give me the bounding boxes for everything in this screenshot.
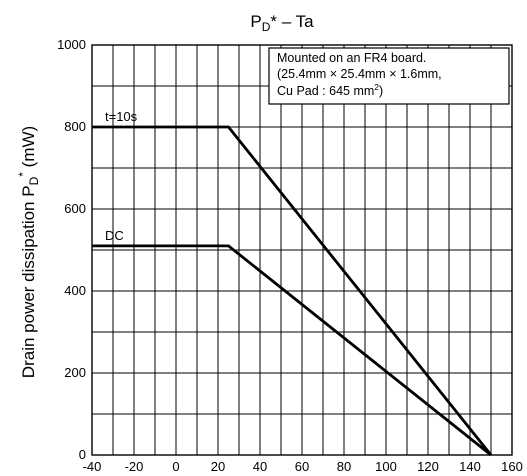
y-tick-label: 600 [64, 201, 86, 216]
annotation-line-3-sup: 2 [374, 82, 379, 92]
y-axis-label-sym-sup: * [16, 172, 30, 177]
x-tick-label: 160 [501, 459, 523, 474]
x-tick-labels: -40 -20 0 20 40 60 80 100 120 140 160 [83, 459, 523, 474]
chart-title: PD* – Ta [250, 12, 314, 34]
series-lines [92, 125, 493, 457]
y-tick-label: 0 [79, 447, 86, 462]
y-tick-label: 1000 [57, 37, 86, 52]
plot-frame [91, 44, 513, 456]
series-labels: t=10s DC [105, 109, 138, 243]
x-tick-label: 20 [211, 459, 225, 474]
chart-title-sub: D [262, 20, 271, 34]
grid [92, 45, 512, 455]
x-tick-label: 140 [459, 459, 481, 474]
annotation-box: Mounted on an FR4 board. (25.4mm × 25.4m… [268, 47, 510, 105]
y-axis-label-sym-sub: D [27, 176, 41, 185]
x-tick-label: -20 [125, 459, 144, 474]
x-tick-label: 100 [375, 459, 397, 474]
x-tick-label: 0 [172, 459, 179, 474]
y-tick-label: 200 [64, 365, 86, 380]
y-axis-label-sym: P [19, 185, 38, 196]
series-line [92, 244, 492, 457]
annotation-line-3-end: ) [379, 84, 383, 98]
x-tick-label: 120 [417, 459, 439, 474]
series-line [92, 125, 493, 456]
annotation-line-3: Cu Pad : 645 mm2) [277, 82, 383, 98]
y-axis-label-text: Drain power dissipation [19, 201, 38, 378]
y-tick-label: 400 [64, 283, 86, 298]
annotation-line-1: Mounted on an FR4 board. [277, 51, 426, 65]
x-tick-label: 80 [337, 459, 351, 474]
chart-title-rest: * – Ta [270, 12, 314, 31]
y-tick-label: 800 [64, 119, 86, 134]
x-tick-label: -40 [83, 459, 102, 474]
x-tick-label: 40 [253, 459, 267, 474]
chart-title-main: P [250, 12, 261, 31]
series-label: t=10s [105, 109, 138, 124]
y-axis-label-unit: (mW) [19, 126, 38, 168]
series-label: DC [105, 228, 124, 243]
x-tick-label: 60 [295, 459, 309, 474]
annotation-frame [268, 47, 510, 105]
y-axis-label: Drain power dissipation PD* (mW) [16, 126, 41, 378]
y-tick-labels: 0 200 400 600 800 1000 [57, 37, 86, 462]
annotation-line-2: (25.4mm × 25.4mm × 1.6mm, [277, 67, 442, 81]
annotation-line-3-main: Cu Pad : 645 mm [277, 84, 374, 98]
